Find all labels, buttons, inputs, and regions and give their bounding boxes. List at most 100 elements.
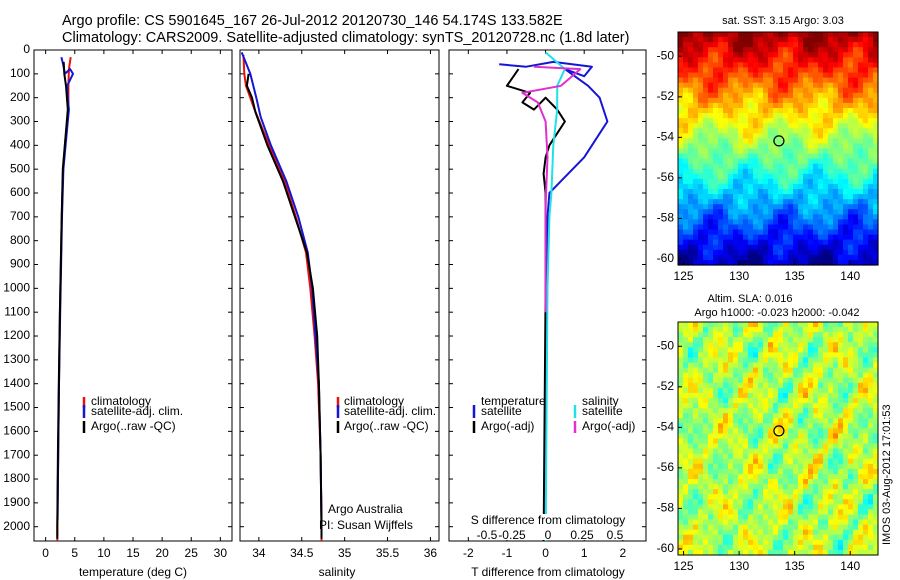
heatmap-cell: [833, 322, 839, 328]
heatmap-cell: [863, 37, 869, 43]
heatmap-cell: [778, 377, 784, 384]
heatmap-cell: [773, 138, 779, 145]
heatmap-cell: [753, 189, 759, 195]
heatmap-cell: [733, 214, 739, 221]
heatmap-cell: [828, 514, 834, 521]
heatmap-cell: [743, 107, 749, 114]
heatmap-cell: [738, 107, 744, 114]
heatmap-cell: [753, 158, 759, 165]
heatmap-cell: [838, 153, 844, 160]
map-x-tick-label: 135: [785, 269, 805, 283]
heatmap-cell: [738, 77, 744, 84]
heatmap-cell: [863, 347, 869, 353]
heatmap-cell: [693, 42, 699, 48]
heatmap-cell: [853, 173, 859, 180]
heatmap-cell: [803, 259, 809, 266]
heatmap-cell: [808, 524, 814, 531]
heatmap-cell: [693, 204, 699, 210]
heatmap-cell: [698, 47, 704, 53]
heatmap-cell: [848, 143, 854, 150]
heatmap-cell: [858, 397, 864, 404]
heatmap-cell: [858, 148, 864, 155]
heatmap-cell: [678, 244, 684, 251]
heatmap-cell: [778, 97, 784, 104]
heatmap-cell: [823, 102, 829, 109]
heatmap-cell: [813, 458, 819, 465]
heatmap-cell: [868, 102, 874, 109]
heatmap-cell: [743, 403, 749, 409]
heatmap-cell: [733, 534, 739, 541]
heatmap-cell: [733, 519, 739, 526]
heatmap-cell: [858, 209, 864, 215]
heatmap-cell: [753, 82, 759, 89]
heatmap-cell: [843, 534, 849, 541]
heatmap-cell: [683, 524, 689, 531]
heatmap-cell: [683, 342, 689, 348]
heatmap-cell: [708, 484, 714, 490]
legend-label-argo: Argo(..raw -QC): [91, 419, 176, 433]
heatmap-cell: [868, 418, 874, 424]
heatmap-cell: [688, 244, 694, 251]
heatmap-cell: [728, 42, 734, 48]
heatmap-cell: [793, 57, 799, 63]
heatmap-cell: [863, 87, 869, 94]
heatmap-cell: [763, 372, 769, 379]
heatmap-cell: [798, 102, 804, 109]
heatmap-cell: [683, 178, 689, 185]
heatmap-cell: [738, 138, 744, 145]
heatmap-cell: [848, 118, 854, 124]
heatmap-cell: [838, 468, 844, 475]
heatmap-cell: [843, 204, 849, 210]
heatmap-cell: [763, 57, 769, 63]
heatmap-cell: [833, 544, 839, 551]
heatmap-cell: [763, 82, 769, 89]
heatmap-cell: [763, 453, 769, 460]
heatmap-cell: [773, 254, 779, 261]
heatmap-cell: [838, 494, 844, 500]
heatmap-cell: [803, 377, 809, 384]
heatmap-cell: [723, 118, 729, 124]
heatmap-cell: [688, 403, 694, 409]
heatmap-cell: [788, 37, 794, 43]
heatmap-cell: [778, 107, 784, 114]
heatmap-cell: [843, 322, 849, 328]
heatmap-cell: [833, 148, 839, 155]
s-difference-tick-label: 0.5: [607, 528, 624, 542]
heatmap-cell: [813, 504, 819, 511]
heatmap-cell: [873, 377, 879, 384]
heatmap-cell: [783, 183, 789, 190]
heatmap-cell: [858, 37, 864, 43]
heatmap-cell: [808, 514, 814, 521]
heatmap-cell: [793, 433, 799, 440]
heatmap-cell: [843, 133, 849, 139]
heatmap-cell: [693, 123, 699, 129]
heatmap-cell: [678, 92, 684, 99]
secondary-axis-backdrop: [470, 514, 630, 540]
heatmap-cell: [683, 509, 689, 516]
heatmap-cell: [773, 224, 779, 231]
x-tick-label: 1: [581, 546, 588, 560]
heatmap-cell: [683, 448, 689, 455]
heatmap-cell: [858, 72, 864, 79]
heatmap-cell: [703, 77, 709, 84]
heatmap-cell: [798, 484, 804, 490]
heatmap-cell: [773, 372, 779, 379]
heatmap-cell: [848, 458, 854, 465]
heatmap-cell: [748, 433, 754, 440]
heatmap-cell: [778, 62, 784, 69]
heatmap-cell: [788, 367, 794, 374]
heatmap-cell: [798, 244, 804, 251]
heatmap-cell: [683, 229, 689, 236]
heatmap-cell: [718, 173, 724, 180]
heatmap-cell: [753, 224, 759, 231]
heatmap-cell: [713, 128, 719, 134]
heatmap-cell: [693, 549, 699, 556]
heatmap-cell: [723, 47, 729, 53]
heatmap-cell: [703, 62, 709, 69]
heatmap-cell: [678, 489, 684, 495]
heatmap-cell: [813, 463, 819, 470]
heatmap-cell: [848, 403, 854, 409]
heatmap-cell: [818, 387, 824, 394]
heatmap-cell: [698, 504, 704, 511]
heatmap-cell: [703, 423, 709, 429]
